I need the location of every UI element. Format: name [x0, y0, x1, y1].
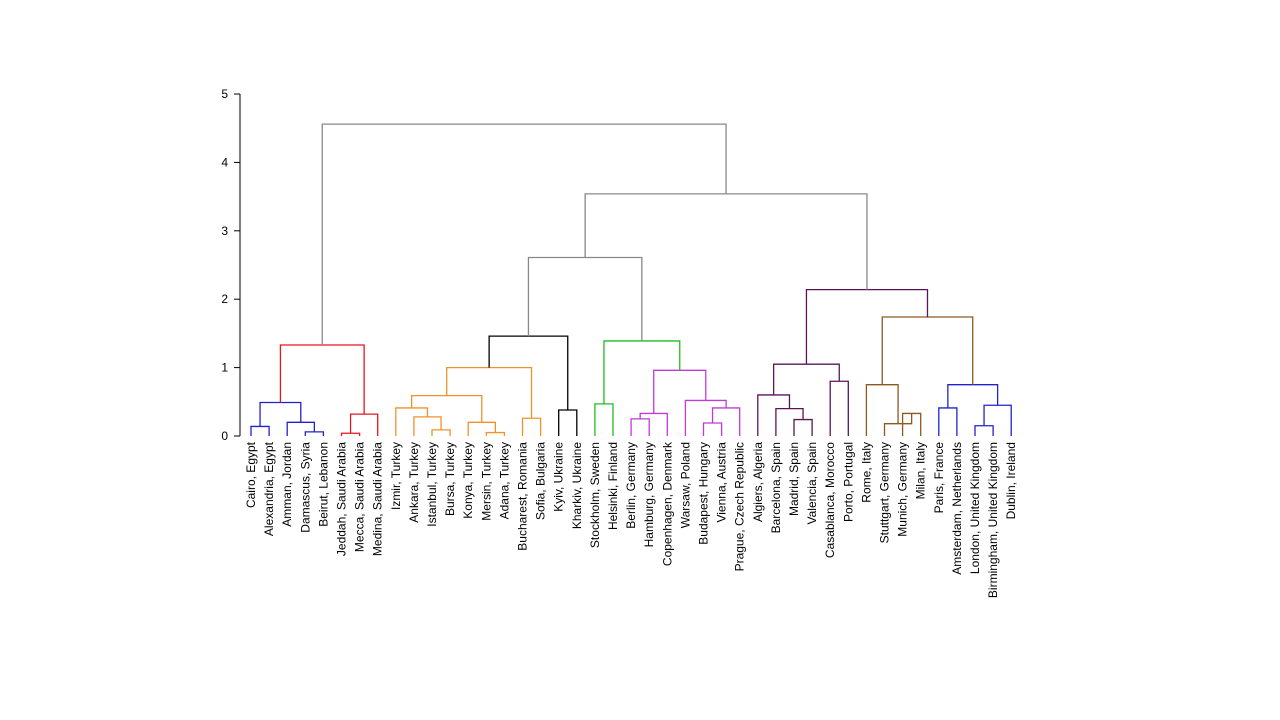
dendrogram-link — [829, 380, 849, 436]
leaf-label: Rome, Italy — [859, 442, 873, 503]
y-tick-label: 4 — [221, 155, 228, 169]
dendrogram-link — [805, 288, 929, 365]
dendrogram-link — [488, 335, 569, 411]
dendrogram-link — [881, 316, 974, 385]
leaf-label: Barcelona, Spain — [769, 442, 783, 533]
leaf-label: Beirut, Lebanon — [316, 442, 330, 527]
y-tick-label: 5 — [221, 87, 228, 101]
leaf-label: Casablanca, Morocco — [823, 442, 837, 558]
leaf-label: Medina, Saudi Arabia — [371, 442, 385, 556]
dendrogram-link — [653, 369, 707, 414]
leaf-label: Madrid, Spain — [787, 442, 801, 516]
leaf-label: Prague, Czech Republic — [733, 442, 747, 571]
leaf-label: Dublin, Ireland — [1004, 442, 1018, 519]
dendrogram-link — [286, 421, 315, 436]
dendrogram-link — [321, 123, 727, 346]
dendrogram-link — [983, 404, 1012, 436]
dendrogram-link — [521, 417, 542, 436]
dendrogram-link — [410, 394, 483, 423]
leaf-label: Kharkiv, Ukraine — [570, 442, 584, 529]
leaf-label: Amsterdam, Netherlands — [950, 442, 964, 575]
leaf-label: Valencia, Spain — [805, 442, 819, 525]
leaf-label: Munich, Germany — [896, 442, 910, 537]
leaf-label: Damascus, Syria — [298, 442, 312, 533]
dendrogram-link — [304, 431, 325, 436]
dendrogram-link — [775, 407, 804, 436]
leaf-label: Birmingham, United Kingdom — [986, 442, 1000, 598]
dendrogram-link — [684, 399, 727, 436]
dendrogram-link — [938, 407, 958, 436]
y-tick-label: 3 — [221, 224, 228, 238]
dendrogram-link — [865, 384, 899, 436]
leaf-label: Algiers, Algeria — [751, 442, 765, 522]
leaf-label: Alexandria, Egypt — [262, 441, 276, 536]
leaf-label: Vienna, Austria — [715, 442, 729, 523]
leaf-label: Bursa, Turkey — [443, 442, 457, 516]
dendrogram-link — [527, 256, 643, 341]
leaf-label: Cairo, Egypt — [244, 441, 258, 508]
leaf-label: Berlin, Germany — [624, 442, 638, 529]
leaf-label: Budapest, Hungary — [697, 442, 711, 545]
dendrogram-link — [630, 418, 650, 436]
dendrogram-link — [947, 384, 999, 408]
dendrogram-link — [639, 412, 668, 436]
leaf-label: Paris, France — [932, 442, 946, 514]
dendrogram-links — [250, 123, 1012, 436]
dendrogram-link — [395, 407, 429, 436]
dendrogram-link — [603, 340, 681, 404]
dendrogram-link — [485, 431, 506, 436]
dendrogram-link — [431, 429, 451, 436]
leaf-label: Bucharest, Romania — [516, 442, 530, 551]
leaf-label: Milan, Italy — [914, 442, 928, 499]
dendrogram-link — [974, 425, 994, 436]
leaf-label: Ankara, Turkey — [407, 442, 421, 523]
leaf-label: Kyiv, Ukraine — [552, 442, 566, 512]
leaf-label: Copenhagen, Denmark — [660, 441, 674, 566]
dendrogram-link — [446, 366, 533, 419]
leaf-label: Adana, Turkey — [497, 442, 511, 519]
leaf-label: Mecca, Saudi Arabia — [353, 442, 367, 552]
leaf-label: Helsinki, Finland — [606, 442, 620, 530]
dendrogram-link — [772, 363, 840, 395]
leaf-label: Sofia, Bulgaria — [534, 442, 548, 520]
dendrogram-link — [793, 418, 813, 436]
leaf-labels: Cairo, Egypt Alexandria, Egypt Amman, Jord… — [244, 441, 1018, 598]
dendrogram-link — [711, 407, 741, 436]
y-tick-label: 1 — [221, 361, 228, 375]
leaf-label: Stuttgart, Germany — [878, 442, 892, 543]
y-tick-label: 2 — [221, 292, 228, 306]
dendrogram-link — [340, 432, 361, 436]
leaf-label: Mersin, Turkey — [479, 442, 493, 521]
leaf-label: Istanbul, Turkey — [425, 442, 439, 527]
leaf-label: Porto, Portugal — [841, 442, 855, 522]
leaf-label: London, United Kingdom — [968, 442, 982, 574]
leaf-label: Stockholm, Sweden — [588, 442, 602, 548]
y-tick-label: 0 — [221, 429, 228, 443]
dendrogram-link — [250, 425, 270, 436]
dendrogram-link — [757, 394, 791, 436]
leaf-label: Jeddah, Saudi Arabia — [335, 442, 349, 556]
dendrogram-link — [467, 421, 496, 436]
dendrogram-link — [594, 403, 614, 436]
dendrogram-link — [702, 422, 723, 436]
leaf-label: Amman, Jordan — [280, 442, 294, 527]
leaf-label: Warsaw, Poland — [678, 442, 692, 528]
dendrogram-link — [584, 193, 868, 290]
leaf-label: Konya, Turkey — [461, 442, 475, 519]
dendrogram-link — [413, 416, 442, 436]
leaf-label: Izmir, Turkey — [389, 442, 403, 510]
dendrogram-link — [279, 344, 365, 415]
dendrogram-link — [558, 409, 578, 436]
leaf-label: Hamburg, Germany — [642, 442, 656, 547]
y-axis-ticks: 0 1 2 3 4 5 — [221, 87, 240, 443]
